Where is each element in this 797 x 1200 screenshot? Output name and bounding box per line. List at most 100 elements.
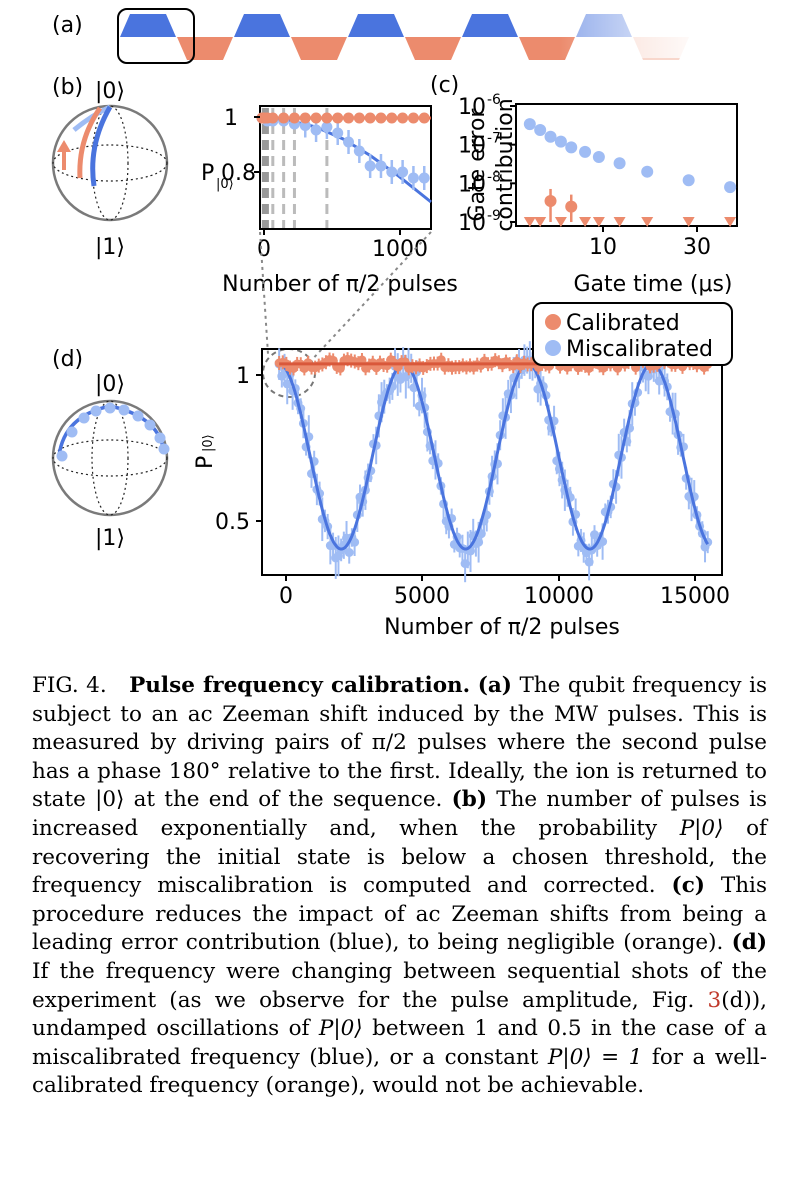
panel-d-legend: Calibrated Miscalibrated: [532, 302, 733, 366]
caption-a-label: (a): [477, 673, 512, 698]
miscalibrated-point: [579, 145, 592, 158]
calibrated-point: [407, 112, 419, 124]
ytick-base: 10: [458, 95, 486, 120]
ytick-base: 10: [458, 172, 486, 197]
pulse-blue: [234, 14, 290, 37]
pulse-orange: [291, 37, 347, 60]
miscalibrated-point: [321, 121, 333, 133]
panel-d-ytick-1: 1: [236, 364, 250, 389]
ytick-exp: -6: [487, 92, 501, 108]
caption-b-label: (b): [451, 787, 488, 813]
panel-c-xlabel: Gate time (μs): [573, 272, 732, 297]
miscalibrated-point: [353, 145, 365, 157]
caption-c-text: This procedure reduces the impact of ac …: [32, 873, 767, 956]
svg-text:|0⟩: |0⟩: [201, 434, 216, 452]
miscalibrated-fit-line: [278, 362, 709, 551]
calibrated-point: [565, 200, 578, 213]
panel-b-xtick-1000: 1000: [372, 237, 428, 262]
bloch-d-top-label: |0⟩: [95, 372, 125, 397]
miscalibrated-point: [418, 172, 430, 184]
bloch-d-data-point: [158, 443, 170, 455]
pulse-orange: [405, 37, 461, 60]
miscalibrated-point: [375, 160, 387, 172]
ytick-base: 10: [458, 134, 486, 159]
legend-calibrated-label: Calibrated: [566, 311, 680, 336]
miscalibrated-point: [310, 124, 322, 136]
panel-b-ytick-1: 1: [224, 106, 238, 131]
caption-c-label: (c): [671, 873, 705, 899]
caption-a-text: The qubit frequency is subject to an ac …: [32, 673, 767, 813]
calibrated-point: [278, 112, 290, 124]
panel-d-ylabel: P |0⟩: [193, 434, 218, 469]
bloch-d-data-point: [118, 404, 130, 416]
panel-c-xtick-10: 10: [589, 235, 617, 260]
miscalibrated-point: [386, 166, 398, 178]
panel-c-ylabel: Gate error contribution: [465, 98, 518, 231]
bloch-d-data-point: [66, 426, 78, 438]
bloch-d-bottom-label: |1⟩: [95, 526, 125, 551]
panel-b-xtick-0: 0: [257, 237, 271, 262]
svg-text:contribution: contribution: [493, 98, 518, 231]
figure-4: (a) (b) (c) (d) |0⟩ |1⟩ 1 0.8 P |0⟩ 0 10…: [51, 8, 738, 640]
panel-d-ytick-0.5: 0.5: [215, 510, 250, 535]
svg-text:P: P: [193, 456, 218, 469]
zoom-connector-right: [307, 231, 432, 365]
miscalibrated-point: [544, 130, 557, 143]
calibrated-point: [357, 355, 367, 365]
caption-b-text-1: The number of pulses is increased expone…: [32, 787, 767, 841]
bloch-d-data-point: [104, 402, 116, 414]
ytick-exp: -7: [487, 131, 501, 147]
legend-calibrated-marker: [545, 314, 561, 330]
bloch-b-top-label: |0⟩: [95, 79, 125, 104]
caption-fig-ref-link[interactable]: 3: [707, 987, 722, 1013]
calibrated-point: [321, 112, 333, 124]
calibrated-upper-limit-marker: [641, 217, 654, 227]
miscalibrated-fit-line: [261, 116, 432, 204]
calibrated-upper-limit-marker: [724, 217, 737, 227]
miscalibrated-point: [554, 135, 567, 148]
caption-fig-label: FIG. 4.: [32, 673, 107, 698]
miscalibrated-point: [641, 165, 654, 178]
calibrated-point: [335, 363, 345, 373]
calibrated-point: [310, 112, 322, 124]
panel-b-plot: 1 0.8 P |0⟩ 0 1000 Number of π/2 pulses: [201, 105, 458, 297]
calibrated-upper-limit-marker: [523, 217, 536, 227]
calibrated-upper-limit-marker: [592, 217, 605, 227]
caption-b-text-2: of recovering the initial state is below…: [32, 815, 767, 899]
panel-label-a: (a): [52, 13, 83, 38]
legend-miscalibrated-marker: [545, 340, 561, 356]
panel-label-c: (c): [430, 73, 459, 98]
calibrated-point: [343, 112, 355, 124]
pulse-pair-highlight-box: [117, 8, 195, 64]
pulse-orange: [177, 37, 233, 60]
bloch-d-data-point: [56, 450, 68, 462]
figure-caption: FIG. 4. Pulse frequency calibration. (a)…: [32, 672, 767, 1101]
ytick-exp: -9: [487, 208, 501, 224]
calibrated-point: [288, 112, 300, 124]
ytick-exp: -8: [487, 169, 501, 185]
calibrated-point: [299, 112, 311, 124]
pulse-blue: [120, 14, 176, 37]
miscalibrated-point: [613, 157, 626, 170]
calibrated-point: [418, 112, 430, 124]
caption-d-text-2: (d)), undamped oscillations of: [32, 987, 767, 1042]
miscalibrated-point: [332, 127, 344, 139]
pulse-fade: [560, 10, 710, 58]
miscalibrated-point: [397, 166, 409, 178]
panel-d-xtick-5000: 5000: [394, 584, 450, 609]
bloch-d-data-point: [90, 405, 102, 417]
svg-text:|0⟩: |0⟩: [216, 177, 234, 192]
calibrated-point: [613, 363, 623, 373]
calibrated-point: [397, 112, 409, 124]
caption-d-text-4: for a well-calibrated frequency (orange)…: [32, 1044, 767, 1099]
bloch-sphere-b: |0⟩ |1⟩: [51, 79, 169, 260]
miscalibrated-point: [565, 141, 578, 154]
panel-d-xtick-10000: 10000: [524, 584, 594, 609]
miscalibrated-point: [407, 172, 419, 184]
pulse-blue: [348, 14, 404, 37]
miscalibrated-point: [724, 181, 737, 194]
bloch-sphere-d: |0⟩ |1⟩: [51, 372, 170, 551]
calibrated-upper-limit-marker: [554, 217, 567, 227]
bloch-d-data-point: [154, 432, 166, 444]
panel-d-xtick-15000: 15000: [660, 584, 730, 609]
